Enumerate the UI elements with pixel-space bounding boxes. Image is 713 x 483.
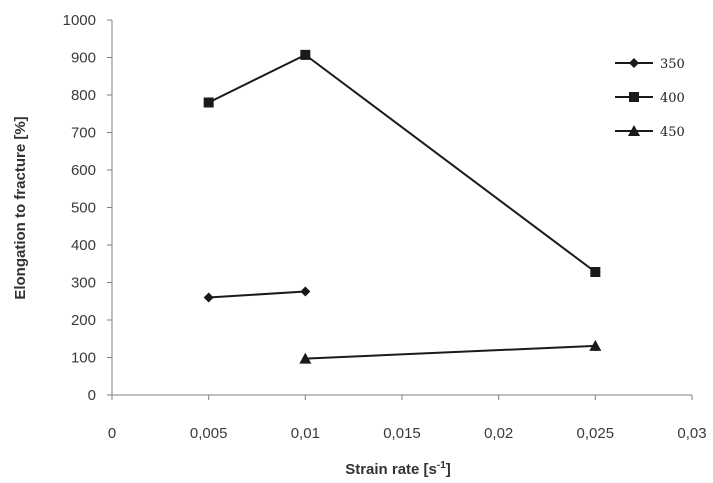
legend: 350 400 450: [615, 57, 685, 140]
x-tick-label: 0,005: [190, 425, 228, 442]
series-line: [208, 290, 306, 299]
x-tick-label: 0: [108, 425, 116, 442]
legend-item-450: 450: [615, 125, 685, 140]
tick-marks: [107, 19, 693, 400]
x-tick-label: 0,03: [677, 425, 706, 442]
y-tick-label: 900: [71, 50, 96, 67]
x-tick-label: 0,02: [484, 425, 513, 442]
x-axis-title-suffix: ]: [446, 461, 451, 478]
series-450: [299, 339, 602, 364]
series-layer: [203, 49, 602, 364]
x-axis-title-superscript: -1: [437, 460, 446, 471]
data-point: [203, 97, 214, 108]
legend-label: 400: [660, 91, 685, 106]
y-tick-label: 200: [71, 312, 96, 329]
x-tick-label: 0,01: [291, 425, 320, 442]
y-tick-label: 1000: [63, 12, 96, 29]
data-point: [299, 352, 312, 364]
legend-marker: [629, 58, 639, 68]
legend-label: 450: [660, 125, 685, 140]
x-tick-label: 0,015: [383, 425, 421, 442]
data-point: [203, 292, 214, 303]
y-tick-label: 100: [71, 350, 96, 367]
y-tick-label: 600: [71, 162, 96, 179]
axes: [111, 20, 692, 396]
legend-marker: [629, 92, 639, 102]
tick-labels: 0 100 200 300 400 500 600 700 800 900 1000 0 0,005 0,…: [63, 12, 707, 442]
y-tick-label: 800: [71, 87, 96, 104]
legend-label: 350: [660, 57, 685, 72]
x-axis-title-main: Strain rate [s: [345, 461, 437, 478]
data-point: [589, 339, 602, 351]
y-tick-label: 500: [71, 200, 96, 217]
data-point: [590, 267, 601, 277]
x-axis-title: Strain rate [s-1]: [345, 460, 451, 478]
y-tick-label: 400: [71, 237, 96, 254]
legend-item-350: 350: [615, 57, 685, 72]
x-tick-label: 0,025: [577, 425, 615, 442]
series-350: [203, 286, 311, 303]
y-axis-title: Elongation to fracture [%]: [12, 116, 29, 299]
y-tick-label: 0: [88, 387, 96, 404]
series-line: [208, 53, 596, 273]
data-point: [300, 49, 311, 60]
y-tick-label: 300: [71, 275, 96, 292]
y-tick-label: 700: [71, 125, 96, 142]
legend-marker: [628, 125, 640, 136]
series-400: [203, 49, 601, 277]
data-point: [300, 286, 311, 297]
legend-item-400: 400: [615, 91, 685, 106]
series-line: [305, 344, 596, 360]
